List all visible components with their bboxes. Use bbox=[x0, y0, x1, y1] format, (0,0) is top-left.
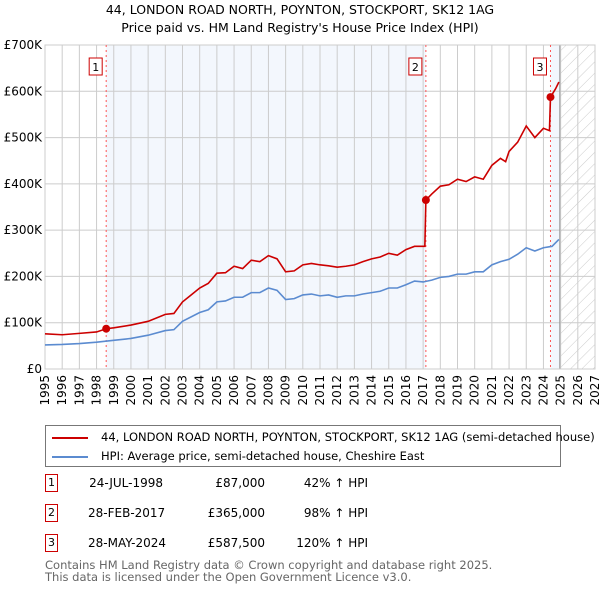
x-tick-label: 2008 bbox=[261, 375, 275, 406]
sale-label-number: 1 bbox=[92, 61, 99, 74]
x-tick-label: 2025 bbox=[554, 375, 568, 406]
sale-point bbox=[421, 196, 430, 205]
y-tick-label: £500K bbox=[4, 131, 44, 145]
x-tick-label: 2006 bbox=[227, 375, 241, 406]
sale-price: £87,000 bbox=[215, 476, 265, 490]
plot-border bbox=[44, 44, 596, 370]
chart-title: 44, LONDON ROAD NORTH, POYNTON, STOCKPOR… bbox=[105, 2, 495, 17]
x-tick-label: 2013 bbox=[347, 375, 361, 406]
sale-hpi-change: 120% ↑ HPI bbox=[296, 536, 368, 550]
x-tick-label: 2010 bbox=[296, 375, 310, 406]
sale-date: 28-MAY-2024 bbox=[88, 536, 167, 550]
legend: 44, LONDON ROAD NORTH, POYNTON, STOCKPOR… bbox=[45, 425, 595, 467]
sale-number-badge: 2 bbox=[45, 504, 58, 522]
x-tick-label: 1997 bbox=[72, 375, 86, 406]
sale-price: £365,000 bbox=[207, 506, 265, 520]
sale-date: 24-JUL-1998 bbox=[89, 476, 163, 490]
y-tick-label: £700K bbox=[4, 38, 44, 52]
x-tick-label: 2009 bbox=[279, 375, 293, 406]
x-tick-label: 1996 bbox=[55, 375, 69, 406]
x-tick-label: 2003 bbox=[176, 375, 190, 406]
x-tick-label: 2005 bbox=[210, 375, 224, 406]
x-tick-label: 1995 bbox=[38, 375, 52, 406]
y-tick-label: £400K bbox=[4, 177, 44, 191]
legend-swatch-hpi bbox=[52, 456, 88, 458]
ownership-shade-1 bbox=[106, 45, 426, 369]
x-tick-label: 2011 bbox=[313, 375, 327, 406]
sale-hpi-change: 42% ↑ HPI bbox=[303, 476, 368, 490]
legend-swatch-property bbox=[52, 437, 88, 439]
y-tick-label: £200K bbox=[4, 269, 44, 283]
x-tick-label: 2001 bbox=[141, 375, 155, 406]
x-tick-label: 2021 bbox=[485, 375, 499, 406]
x-tick-label: 2000 bbox=[124, 375, 138, 406]
x-tick-label: 2002 bbox=[158, 375, 172, 406]
sale-number-badge: 3 bbox=[45, 534, 58, 552]
x-tick-label: 2014 bbox=[365, 375, 379, 406]
footer-copyright: Contains HM Land Registry data © Crown c… bbox=[45, 558, 493, 572]
x-tick-label: 1998 bbox=[90, 375, 104, 406]
x-tick-label: 2012 bbox=[330, 375, 344, 406]
x-tick-label: 2007 bbox=[244, 375, 258, 406]
sale-point bbox=[102, 324, 111, 333]
sale-point bbox=[546, 93, 555, 102]
chart-subtitle: Price paid vs. HM Land Registry's House … bbox=[121, 20, 479, 35]
x-tick-label: 1999 bbox=[107, 375, 121, 406]
y-tick-label: £600K bbox=[4, 84, 44, 98]
x-tick-label: 2023 bbox=[519, 375, 533, 406]
x-tick-label: 2017 bbox=[416, 375, 430, 406]
x-tick-label: 2016 bbox=[399, 375, 413, 406]
sale-number-badge: 1 bbox=[45, 474, 58, 492]
x-tick-label: 2020 bbox=[468, 375, 482, 406]
y-tick-label: £100K bbox=[4, 316, 44, 330]
footer-licence: This data is licensed under the Open Gov… bbox=[45, 570, 412, 584]
hpi-line bbox=[44, 238, 560, 346]
sale-label-number: 2 bbox=[412, 61, 419, 74]
x-tick-label: 2019 bbox=[451, 375, 465, 406]
x-tick-label: 2018 bbox=[433, 375, 447, 406]
x-tick-label: 2024 bbox=[536, 375, 550, 406]
x-tick-label: 2015 bbox=[382, 375, 396, 406]
sale-label-box bbox=[88, 57, 103, 76]
sale-hpi-change: 98% ↑ HPI bbox=[303, 506, 368, 520]
sale-price: £587,500 bbox=[207, 536, 265, 550]
legend-label-hpi: HPI: Average price, semi-detached house,… bbox=[101, 449, 425, 463]
sale-label-number: 3 bbox=[536, 61, 543, 74]
property-price-line bbox=[44, 81, 560, 336]
sale-date: 28-FEB-2017 bbox=[88, 506, 166, 520]
sale-label-box bbox=[408, 57, 423, 76]
y-tick-label: £0 bbox=[27, 362, 42, 376]
x-tick-label: 2026 bbox=[571, 375, 585, 406]
x-tick-label: 2022 bbox=[502, 375, 516, 406]
x-tick-label: 2027 bbox=[588, 375, 600, 406]
plot-area: 1995 1996 1997 1998 1999 2000 2001 2002 2003 2004… bbox=[4, 38, 600, 406]
y-tick-label: £300K bbox=[4, 223, 44, 237]
legend-label-property: 44, LONDON ROAD NORTH, POYNTON, STOCKPOR… bbox=[101, 430, 595, 444]
sale-label-box bbox=[532, 57, 547, 76]
ownership-shade-2 bbox=[550, 45, 560, 369]
x-tick-label: 2004 bbox=[193, 375, 207, 406]
